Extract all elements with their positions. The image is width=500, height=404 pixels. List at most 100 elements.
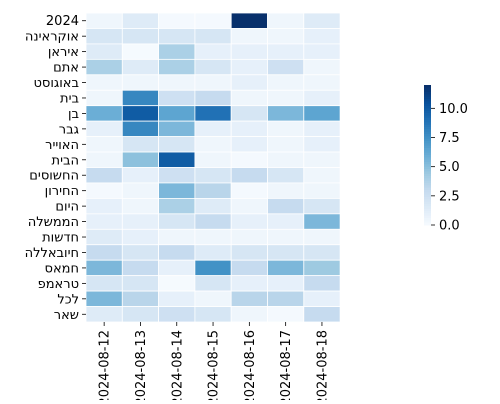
heatmap-cell — [267, 58, 305, 76]
heatmap-cell — [121, 244, 160, 261]
heatmap-cell — [85, 244, 123, 261]
colorbar-segment — [424, 155, 431, 158]
colorbar-segment — [424, 220, 431, 224]
heatmap-cell — [194, 228, 232, 246]
colorbar-segment — [424, 197, 431, 200]
heatmap-cell — [85, 105, 123, 122]
colorbar-segment — [424, 99, 431, 102]
heatmap-cell — [303, 182, 341, 199]
heatmap-cell — [85, 89, 123, 107]
heatmap-cell — [194, 259, 232, 277]
colorbar-segment — [424, 108, 431, 112]
heatmap-cell — [303, 197, 341, 215]
heatmap-cell — [85, 167, 123, 184]
heatmap-cell — [158, 197, 196, 215]
heatmap-cell — [194, 43, 232, 60]
colorbar-tick-label: 0.0 — [439, 219, 460, 234]
heatmap-cell — [194, 306, 232, 323]
heatmap-cell — [85, 43, 123, 60]
heatmap-cell — [230, 136, 268, 153]
colorbar-segment — [424, 96, 431, 100]
heatmap-cell — [85, 213, 123, 230]
heatmap-cell — [303, 74, 341, 91]
heatmap-cell — [158, 306, 196, 323]
heatmap-cell — [121, 259, 160, 277]
heatmap-cell — [158, 12, 196, 29]
heatmap-cell — [121, 89, 160, 107]
colorbar-segment — [424, 150, 431, 154]
heatmap-cell — [158, 259, 196, 277]
colorbar-segment — [424, 162, 431, 165]
heatmap-cell — [303, 28, 341, 45]
heatmap-cell — [158, 228, 196, 246]
colorbar-segment — [424, 222, 431, 226]
heatmap-cell — [158, 89, 196, 107]
heatmap-cell — [230, 43, 268, 60]
y-tick-label: אתם — [53, 61, 79, 76]
heatmap-cell — [267, 43, 305, 60]
heatmap-cell — [230, 259, 268, 277]
heatmap-cell — [158, 28, 196, 45]
colorbar-segment — [424, 127, 431, 130]
x-tick-label: 2024-08-12 — [98, 330, 113, 400]
heatmap-cell — [230, 197, 268, 215]
heatmap-cell — [230, 228, 268, 246]
colorbar-segment — [424, 211, 431, 214]
colorbar-segment — [424, 183, 431, 186]
colorbar-segment — [424, 218, 431, 221]
heatmap-cell — [194, 197, 232, 215]
colorbar-segment — [424, 192, 431, 196]
heatmap-cell — [303, 290, 341, 307]
colorbar-segment — [424, 166, 431, 170]
heatmap-cell — [303, 275, 341, 292]
heatmap-cell — [267, 259, 305, 277]
heatmap-cell — [303, 213, 341, 230]
heatmap-cell — [230, 306, 268, 323]
colorbar: 0.0 2.5 5.0 7.5 10.0 — [424, 85, 468, 234]
heatmap-cell — [158, 290, 196, 307]
colorbar-segment — [424, 145, 431, 149]
colorbar-segment — [424, 176, 431, 179]
y-tick-label: איראן — [48, 45, 79, 60]
colorbar-segment — [424, 85, 431, 88]
heatmap-cell — [267, 105, 305, 122]
heatmap-cell — [158, 244, 196, 261]
colorbar-tick-label: 5.0 — [439, 160, 460, 175]
heatmap-cell — [230, 167, 268, 184]
heatmap-cell — [194, 136, 232, 153]
x-tick-label: 2024-08-17 — [279, 330, 294, 400]
colorbar-segment — [424, 206, 431, 210]
colorbar-segment — [424, 89, 431, 93]
heatmap-cell — [267, 120, 305, 138]
colorbar-segment — [424, 87, 431, 91]
colorbar-segment — [424, 199, 431, 203]
colorbar-segment — [424, 113, 431, 116]
heatmap-cell — [194, 12, 232, 29]
colorbar-segment — [424, 164, 431, 168]
heatmap-cell — [85, 136, 123, 153]
colorbar-segment — [424, 117, 431, 121]
y-tick-label: בית — [60, 91, 79, 106]
colorbar-segment — [424, 159, 431, 163]
heatmap-cell — [85, 275, 123, 292]
y-tick-label: חדשות — [42, 231, 79, 246]
heatmap-cell — [303, 43, 341, 60]
heatmap-cell — [303, 58, 341, 76]
heatmap-cell — [158, 74, 196, 91]
colorbar-segment — [424, 94, 431, 98]
heatmap-cell — [194, 58, 232, 76]
y-tick-label: אוקראינה — [25, 30, 79, 45]
colorbar-segment — [424, 215, 431, 219]
heatmap-cell — [303, 105, 341, 122]
heatmap-cell — [303, 136, 341, 153]
y-tick-label: בן — [68, 107, 79, 122]
heatmap-cell — [121, 275, 160, 292]
heatmap-cell — [121, 182, 160, 199]
x-tick-label: 2024-08-18 — [315, 330, 330, 400]
colorbar-segment — [424, 143, 431, 147]
heatmap-cell — [158, 275, 196, 292]
heatmap-cell — [267, 244, 305, 261]
heatmap-cell — [158, 182, 196, 199]
heatmap-cell — [230, 275, 268, 292]
